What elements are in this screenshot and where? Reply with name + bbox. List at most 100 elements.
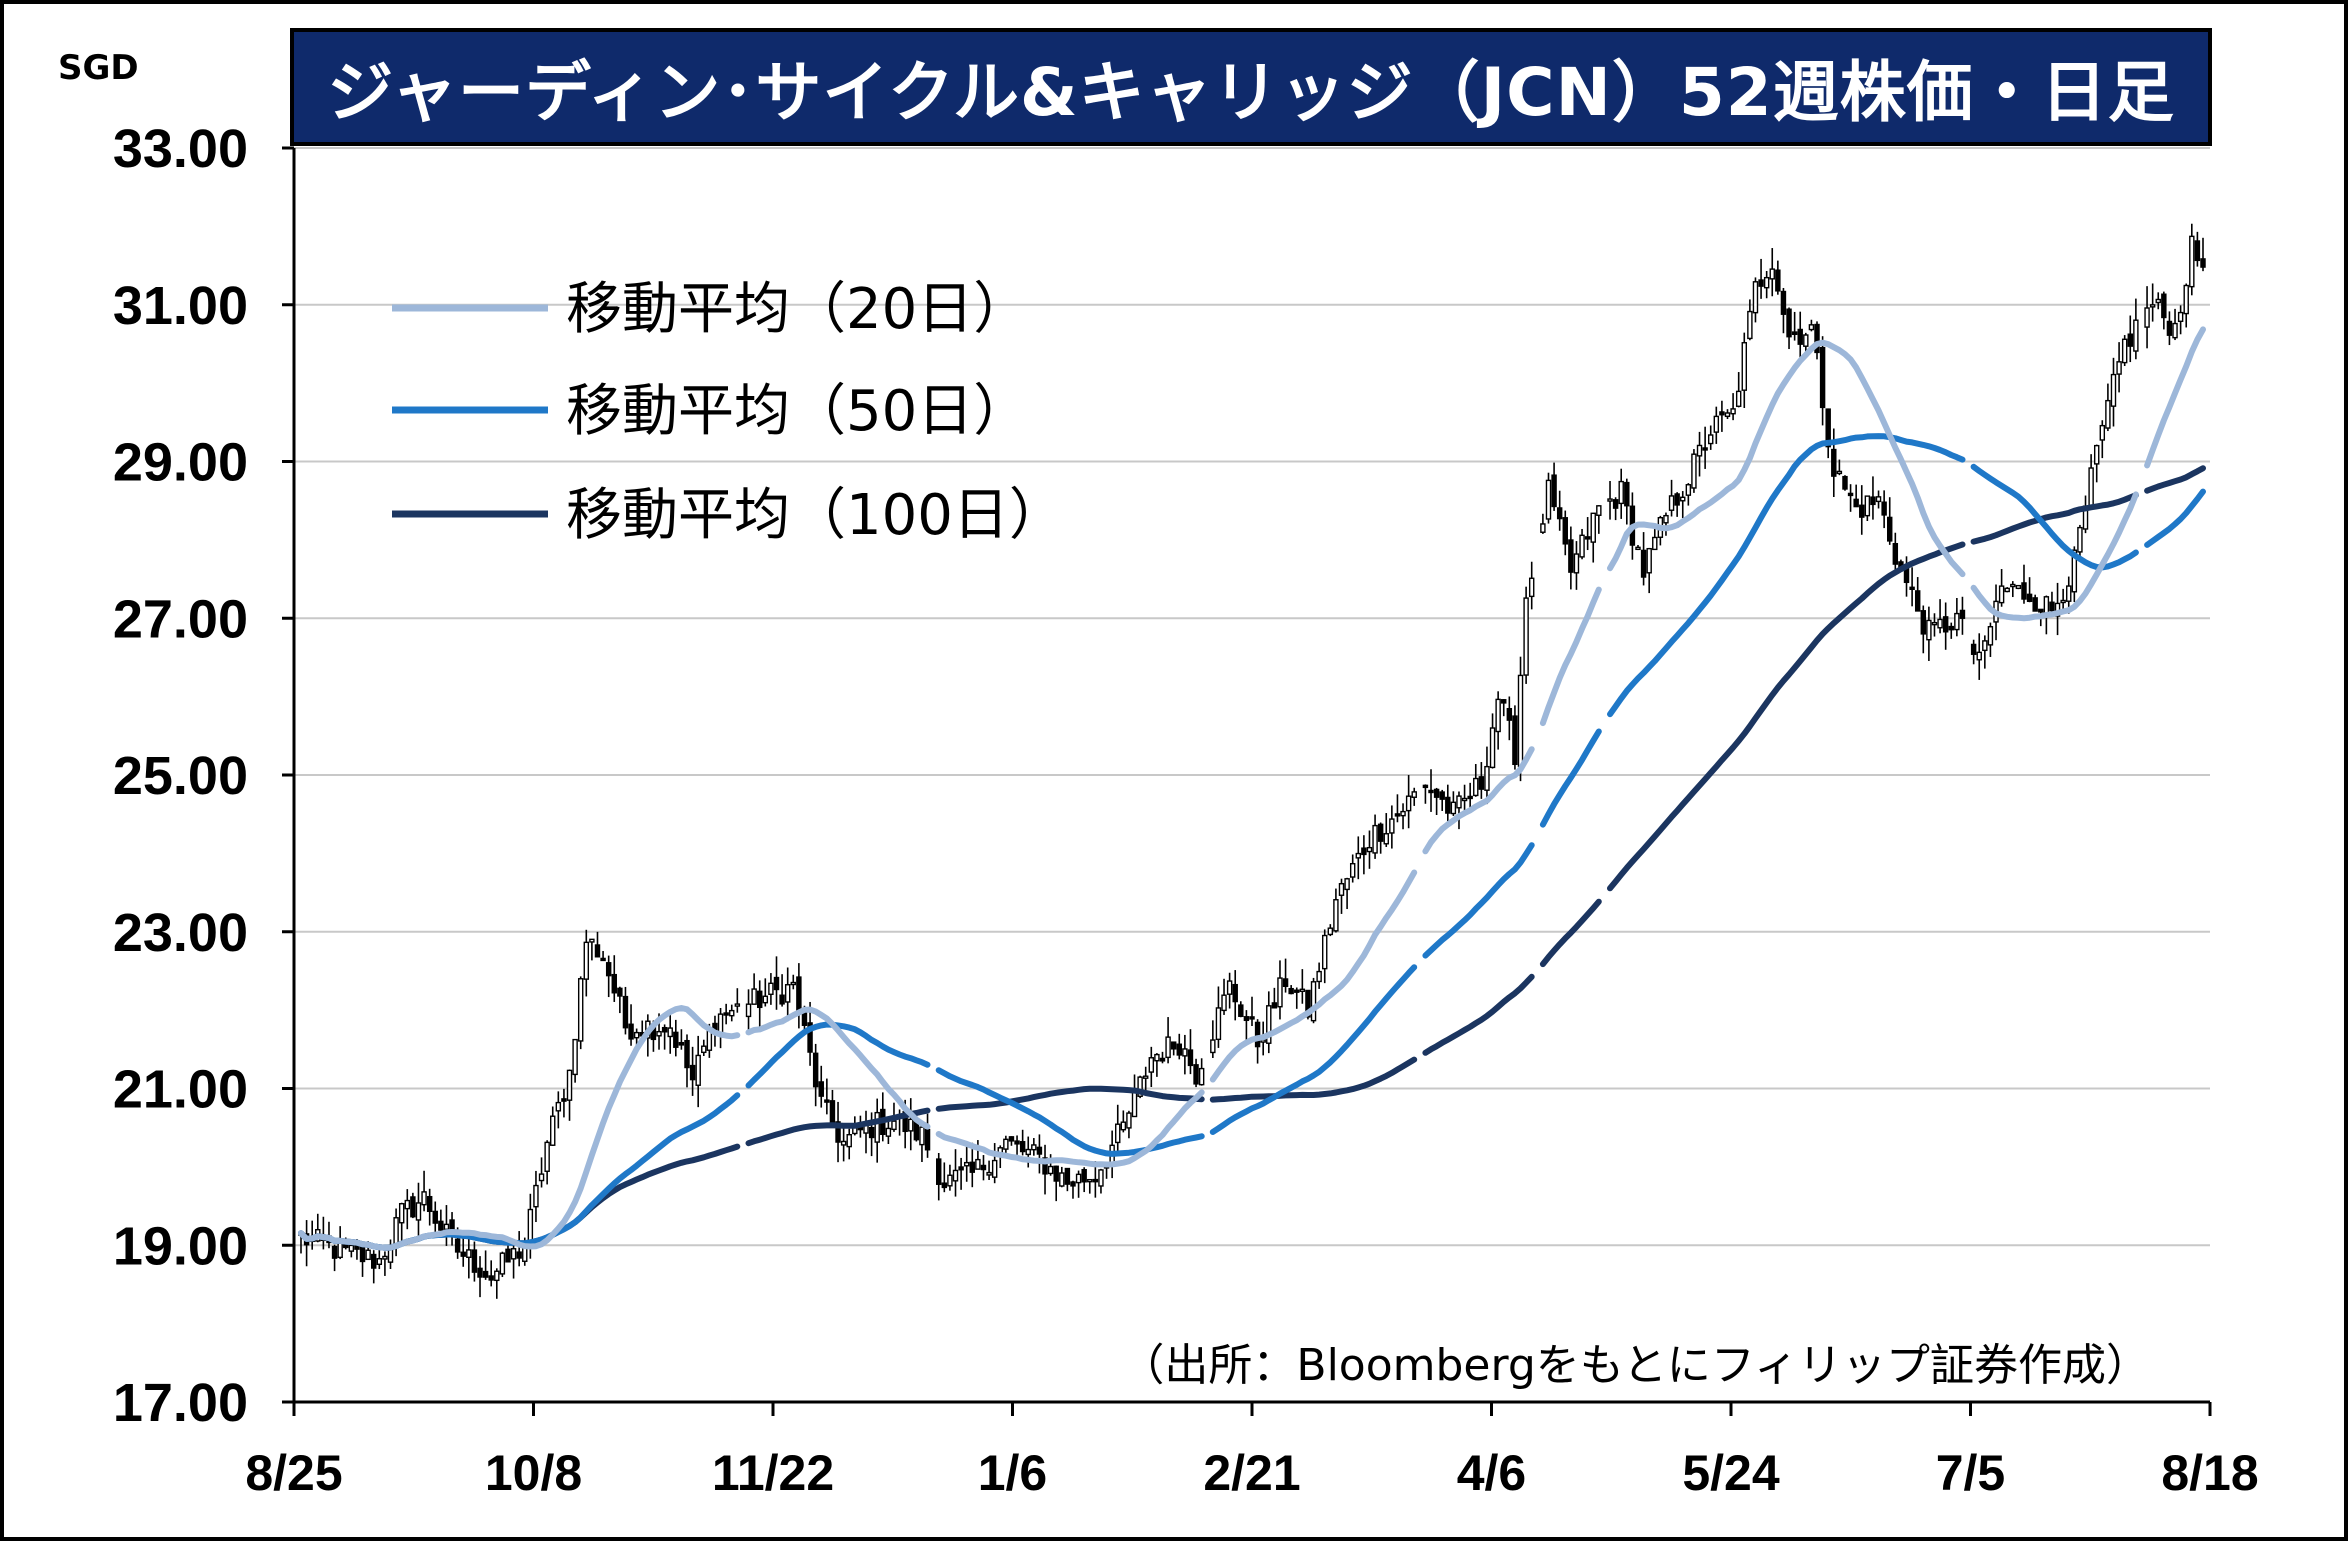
- candle-body: [2077, 526, 2083, 553]
- candle-body: [466, 1249, 472, 1258]
- candle-body: [1545, 479, 1552, 520]
- candle-body: [1316, 970, 1322, 983]
- candle-body: [454, 1238, 461, 1253]
- candle-body: [1238, 1004, 1244, 1017]
- candle-body: [1115, 1123, 1121, 1144]
- legend: 移動平均（20日） 移動平均（50日） 移動平均（100日）: [392, 277, 1065, 548]
- ma50-line: [1209, 964, 1418, 1135]
- ma20-line: [1607, 339, 1966, 578]
- candle-body: [1165, 1036, 1171, 1059]
- candle-body: [1154, 1053, 1160, 1062]
- candle-body: [1707, 434, 1714, 445]
- candle-body: [505, 1248, 511, 1263]
- candle-body: [1232, 983, 1238, 1003]
- candle-body: [1221, 994, 1227, 1012]
- candle-body: [779, 994, 785, 1005]
- candle-body: [1847, 492, 1854, 497]
- candle-body: [1473, 777, 1479, 797]
- candle-body: [1663, 514, 1669, 524]
- candle-body: [2200, 258, 2206, 268]
- ma20-line: [935, 1089, 1205, 1168]
- candle-body: [969, 1161, 976, 1173]
- candle-body: [622, 995, 629, 1029]
- candle-body: [1853, 498, 1859, 508]
- candle-body: [1182, 1048, 1188, 1057]
- candle-body: [1831, 448, 1837, 477]
- candle-body: [421, 1191, 427, 1206]
- candle-body: [611, 973, 617, 994]
- y-tick-label: 17.00: [113, 1373, 248, 1433]
- candle-body: [1523, 597, 1529, 676]
- candle-body: [2026, 593, 2033, 602]
- candle-body: [1042, 1157, 1048, 1175]
- candle-body: [2015, 584, 2022, 590]
- legend-label-ma100: 移動平均（100日）: [566, 483, 1065, 548]
- x-axis-ticks: 8/25 10/8 11/22 1/6 2/21 4/6 5/24 7/5 8/18: [245, 1402, 2259, 1501]
- candle-body: [1976, 651, 1982, 661]
- candle-body: [1243, 1016, 1250, 1022]
- candle-body: [846, 1133, 852, 1148]
- candle-body: [1914, 590, 1921, 612]
- candle-body: [566, 1069, 573, 1101]
- candle-body: [1148, 1057, 1155, 1073]
- candle-body: [2071, 549, 2078, 593]
- candle-body: [2093, 444, 2100, 465]
- candle-body: [1556, 507, 1563, 520]
- candle-body: [2194, 240, 2201, 262]
- y-axis-unit: SGD: [58, 48, 139, 88]
- ma100-line: [1422, 973, 1535, 1056]
- ma100-line: [1970, 492, 2139, 545]
- candle-body: [936, 1158, 942, 1185]
- candle-body: [1467, 795, 1473, 800]
- candle-body: [1484, 765, 1490, 791]
- candle-body: [2010, 583, 2016, 588]
- candle-body: [1814, 323, 1820, 354]
- candle-body: [1450, 801, 1457, 815]
- candle-body: [538, 1173, 545, 1182]
- ma100-line: [1607, 541, 1966, 892]
- candle-body: [1691, 453, 1697, 489]
- candle-body: [365, 1249, 371, 1261]
- candle-body: [589, 938, 595, 943]
- candle-body: [1137, 1076, 1143, 1097]
- candle-body: [1294, 989, 1300, 993]
- candle-body: [963, 1161, 970, 1167]
- candle-body: [1170, 1041, 1177, 1050]
- candle-body: [868, 1126, 875, 1139]
- candle-body: [1210, 1039, 1216, 1054]
- candle-body: [1019, 1141, 1026, 1153]
- candle-body: [2149, 304, 2156, 308]
- candle-body: [829, 1100, 836, 1125]
- candle-body: [1047, 1165, 1054, 1175]
- candle-body: [544, 1141, 550, 1172]
- candle-body: [2121, 338, 2128, 364]
- candle-body: [2144, 307, 2150, 328]
- candle-body: [1053, 1165, 1059, 1182]
- y-tick-label: 25.00: [113, 746, 248, 806]
- candle-body: [729, 1009, 735, 1017]
- candle-body: [1501, 699, 1507, 704]
- candle-body: [1752, 281, 1759, 314]
- candle-body: [1193, 1064, 1199, 1085]
- candle-body: [1791, 331, 1798, 335]
- candle-body: [919, 1126, 925, 1146]
- candle-body: [600, 957, 606, 962]
- candle-body: [2043, 596, 2050, 615]
- candle-body: [1640, 549, 1647, 578]
- candle-body: [1445, 796, 1451, 814]
- candle-body: [1735, 390, 1742, 407]
- candle-body: [1562, 517, 1568, 545]
- candle-body: [533, 1184, 539, 1208]
- y-tick-label: 23.00: [113, 903, 248, 963]
- candle-body: [1618, 480, 1624, 505]
- candle-body: [773, 976, 780, 991]
- ma50-line: [2144, 488, 2206, 548]
- candle-body: [1036, 1146, 1043, 1155]
- candle-body: [695, 1054, 701, 1086]
- candle-body: [1719, 411, 1725, 416]
- candle-body: [1433, 788, 1440, 798]
- legend-label-ma20: 移動平均（20日）: [566, 277, 1029, 342]
- candle-body: [745, 1003, 752, 1018]
- candle-body: [1512, 715, 1518, 766]
